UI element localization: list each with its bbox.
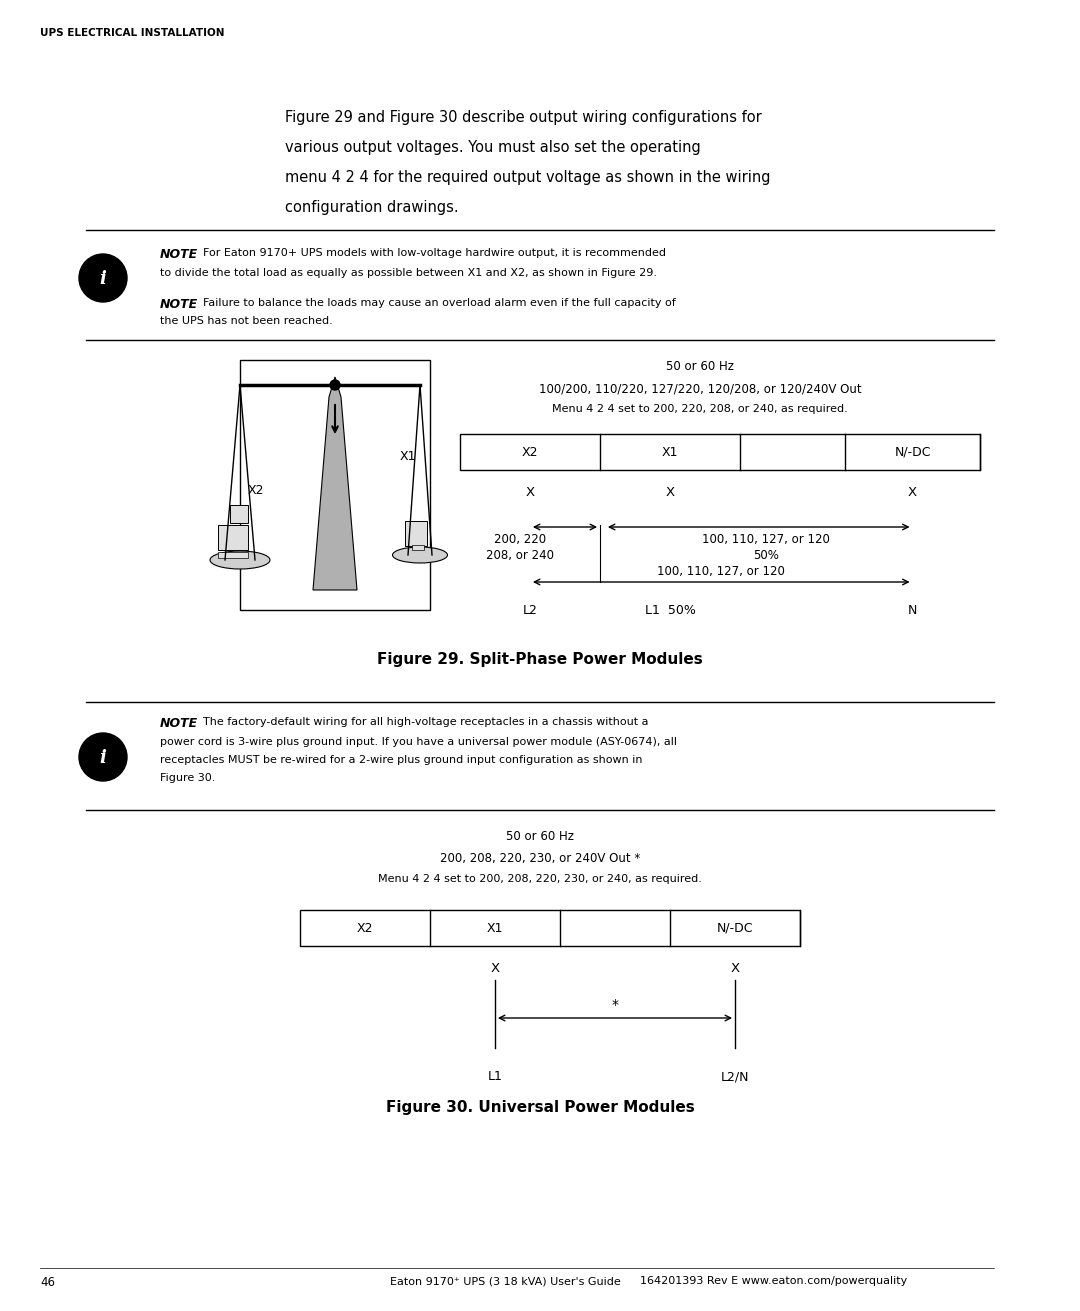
Text: X1: X1 — [487, 922, 503, 935]
Text: X2: X2 — [522, 446, 538, 459]
Text: 100, 110, 127, or 120: 100, 110, 127, or 120 — [702, 534, 831, 545]
Text: L1  50%: L1 50% — [645, 604, 696, 617]
Text: 208, or 240: 208, or 240 — [486, 549, 554, 562]
Text: 50%: 50% — [754, 549, 779, 562]
Circle shape — [79, 733, 127, 781]
Text: X: X — [730, 961, 740, 974]
Text: Menu 4 2 4 set to 200, 208, 220, 230, or 240, as required.: Menu 4 2 4 set to 200, 208, 220, 230, or… — [378, 874, 702, 884]
Circle shape — [79, 254, 127, 302]
Text: L1: L1 — [487, 1070, 502, 1083]
Text: L2: L2 — [523, 604, 538, 617]
Text: L2/N: L2/N — [720, 1070, 750, 1083]
Text: X1: X1 — [662, 446, 678, 459]
Text: Figure 30. Universal Power Modules: Figure 30. Universal Power Modules — [386, 1100, 694, 1114]
Text: 50 or 60 Hz: 50 or 60 Hz — [666, 361, 734, 374]
Text: N: N — [908, 604, 917, 617]
Ellipse shape — [392, 547, 447, 562]
Text: X1: X1 — [400, 450, 417, 463]
Text: menu 4 2 4 for the required output voltage as shown in the wiring: menu 4 2 4 for the required output volta… — [285, 170, 770, 185]
Text: receptacles MUST be re-wired for a 2-wire plus ground input configuration as sho: receptacles MUST be re-wired for a 2-wir… — [160, 755, 643, 766]
Text: i: i — [99, 270, 107, 288]
Text: power cord is 3-wire plus ground input. If you have a universal power module (AS: power cord is 3-wire plus ground input. … — [160, 737, 677, 747]
Bar — [300, 910, 800, 947]
Text: UPS ELECTRICAL INSTALLATION: UPS ELECTRICAL INSTALLATION — [40, 28, 225, 38]
Bar — [460, 434, 980, 471]
Text: Eaton 9170⁺ UPS (3 18 kVA) User's Guide: Eaton 9170⁺ UPS (3 18 kVA) User's Guide — [390, 1276, 621, 1286]
Text: For Eaton 9170+ UPS models with low-voltage hardwire output, it is recommended: For Eaton 9170+ UPS models with low-volt… — [195, 248, 666, 258]
Text: NOTE: NOTE — [160, 298, 198, 311]
Bar — [218, 552, 248, 558]
Bar — [411, 545, 424, 551]
Text: Failure to balance the loads may cause an overload alarm even if the full capaci: Failure to balance the loads may cause a… — [195, 298, 676, 308]
Text: N/-DC: N/-DC — [894, 446, 931, 459]
Text: *: * — [611, 998, 619, 1012]
Bar — [405, 520, 427, 545]
Text: 50 or 60 Hz: 50 or 60 Hz — [507, 830, 573, 843]
Bar — [218, 524, 248, 551]
Text: Menu 4 2 4 set to 200, 220, 208, or 240, as required.: Menu 4 2 4 set to 200, 220, 208, or 240,… — [552, 404, 848, 414]
Text: X2: X2 — [248, 484, 265, 497]
Text: 200, 208, 220, 230, or 240V Out *: 200, 208, 220, 230, or 240V Out * — [440, 852, 640, 865]
Text: 46: 46 — [40, 1276, 55, 1289]
Text: configuration drawings.: configuration drawings. — [285, 201, 459, 215]
Polygon shape — [313, 378, 357, 590]
Text: X: X — [908, 485, 917, 498]
Text: 100, 110, 127, or 120: 100, 110, 127, or 120 — [658, 565, 785, 578]
Text: to divide the total load as equally as possible between X1 and X2, as shown in F: to divide the total load as equally as p… — [160, 267, 657, 278]
Text: 164201393 Rev E www.eaton.com/powerquality: 164201393 Rev E www.eaton.com/powerquali… — [640, 1276, 907, 1286]
Text: i: i — [99, 749, 107, 767]
Bar — [240, 361, 430, 610]
Text: N/-DC: N/-DC — [717, 922, 753, 935]
Text: the UPS has not been reached.: the UPS has not been reached. — [160, 316, 333, 326]
Text: 100/200, 110/220, 127/220, 120/208, or 120/240V Out: 100/200, 110/220, 127/220, 120/208, or 1… — [539, 382, 862, 395]
Text: NOTE: NOTE — [160, 248, 198, 261]
Text: X2: X2 — [356, 922, 374, 935]
Text: X: X — [526, 485, 535, 498]
Text: Figure 29 and Figure 30 describe output wiring configurations for: Figure 29 and Figure 30 describe output … — [285, 110, 761, 125]
Text: various output voltages. You must also set the operating: various output voltages. You must also s… — [285, 140, 701, 155]
Circle shape — [330, 380, 340, 389]
Text: Figure 30.: Figure 30. — [160, 773, 215, 783]
Text: NOTE: NOTE — [160, 717, 198, 730]
Bar — [230, 505, 248, 523]
Text: Figure 29. Split-Phase Power Modules: Figure 29. Split-Phase Power Modules — [377, 652, 703, 667]
Text: 200, 220: 200, 220 — [494, 534, 546, 545]
Ellipse shape — [210, 551, 270, 569]
Text: X: X — [665, 485, 675, 498]
Text: X: X — [490, 961, 500, 974]
Text: The factory-default wiring for all high-voltage receptacles in a chassis without: The factory-default wiring for all high-… — [195, 717, 648, 728]
